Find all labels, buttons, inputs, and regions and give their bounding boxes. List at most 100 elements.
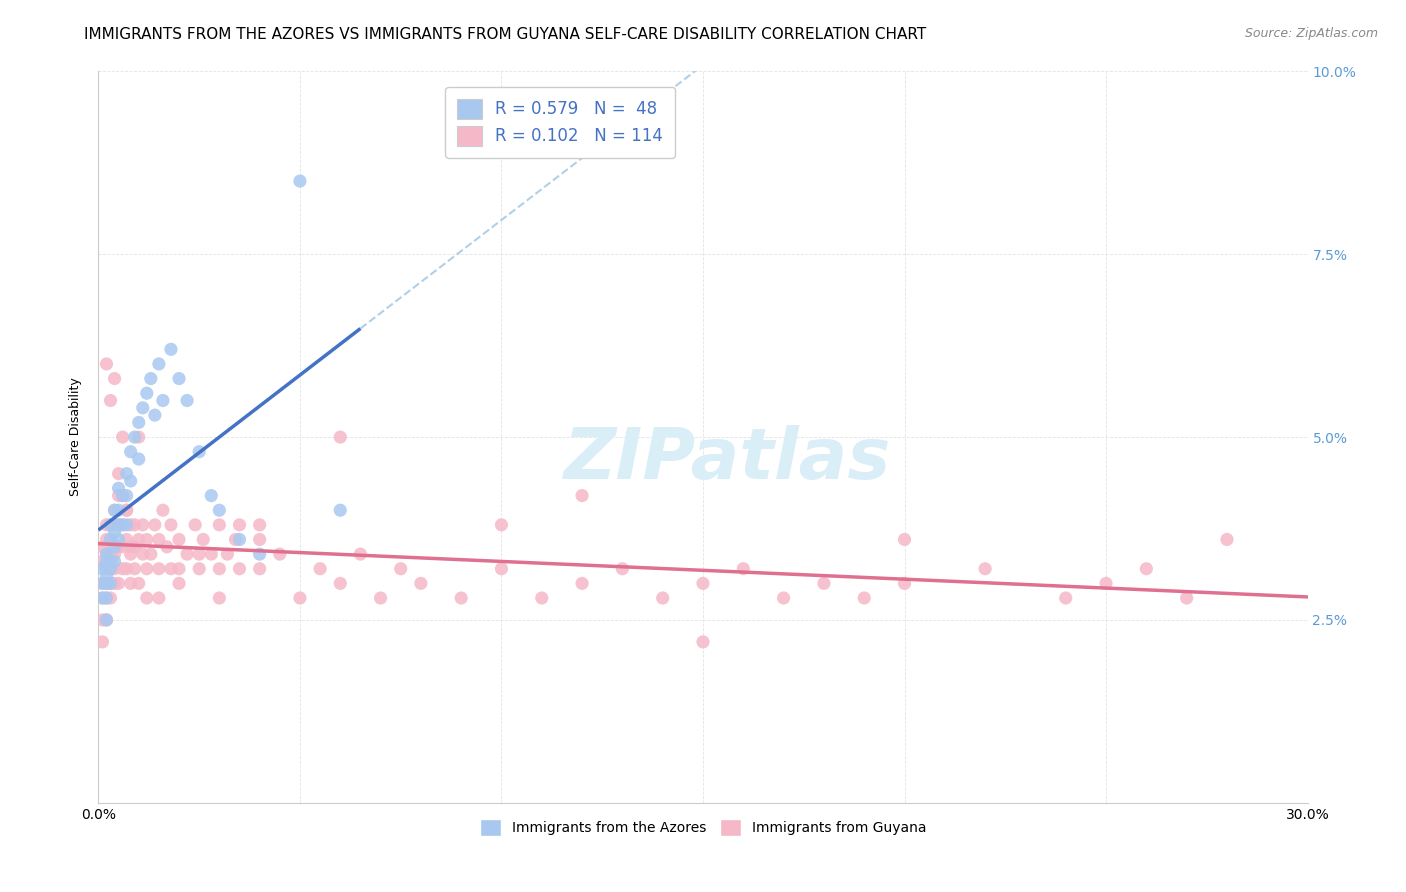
Point (249, 547, 271, 561)
Point (139, 547, 162, 561)
Point (96, 576, 118, 591)
Point (96, 554, 118, 568)
Point (128, 416, 150, 430)
Point (96, 357, 118, 371)
Point (188, 562, 211, 576)
Point (96, 613, 118, 627)
Legend: Immigrants from the Azores, Immigrants from Guyana: Immigrants from the Azores, Immigrants f… (468, 808, 938, 847)
Point (111, 489, 134, 503)
Point (111, 517, 134, 532)
Point (132, 401, 155, 415)
Point (91, 613, 114, 627)
Point (100, 576, 122, 591)
Point (228, 517, 250, 532)
Point (100, 576, 122, 591)
Point (200, 547, 222, 561)
Point (103, 554, 125, 568)
Point (120, 547, 142, 561)
Point (148, 562, 170, 576)
Point (208, 503, 231, 517)
Point (115, 562, 138, 576)
Point (103, 562, 125, 576)
Point (349, 547, 371, 561)
Point (128, 576, 150, 591)
Point (200, 489, 222, 503)
Point (96, 547, 118, 561)
Point (100, 533, 122, 547)
Point (571, 576, 593, 591)
Point (1095, 576, 1118, 591)
Point (103, 517, 125, 532)
Point (193, 533, 215, 547)
Point (309, 562, 332, 576)
Point (107, 517, 129, 532)
Point (974, 562, 997, 576)
Point (152, 503, 174, 517)
Point (228, 533, 250, 547)
Point (893, 576, 915, 591)
Point (135, 533, 157, 547)
Point (329, 576, 352, 591)
Point (91, 576, 114, 591)
Point (115, 533, 138, 547)
Point (450, 591, 472, 605)
Point (148, 591, 170, 605)
Point (772, 591, 794, 605)
Point (96, 533, 118, 547)
Point (167, 562, 190, 576)
Point (103, 547, 125, 561)
Point (96, 613, 118, 627)
Point (111, 540, 134, 554)
Point (143, 517, 166, 532)
Point (893, 533, 915, 547)
Point (100, 517, 122, 532)
Point (96, 591, 118, 605)
Text: Source: ZipAtlas.com: Source: ZipAtlas.com (1244, 27, 1378, 40)
Point (249, 562, 271, 576)
Point (651, 591, 673, 605)
Point (107, 540, 129, 554)
Point (188, 547, 211, 561)
Point (491, 517, 513, 532)
Point (135, 591, 157, 605)
Point (111, 517, 134, 532)
Point (329, 503, 352, 517)
Point (132, 547, 155, 561)
Point (491, 562, 513, 576)
Point (103, 576, 125, 591)
Point (103, 371, 125, 385)
Point (96, 569, 118, 583)
Point (111, 489, 134, 503)
Point (91, 635, 114, 649)
Point (176, 547, 198, 561)
Point (100, 554, 122, 568)
Point (124, 517, 146, 532)
Point (152, 393, 174, 408)
Point (103, 503, 125, 517)
Point (91, 562, 114, 576)
Point (143, 408, 166, 422)
Point (208, 517, 231, 532)
Point (692, 576, 714, 591)
Point (167, 533, 190, 547)
Point (132, 517, 155, 532)
Point (91, 591, 114, 605)
Point (103, 525, 125, 540)
Point (91, 591, 114, 605)
Point (128, 533, 150, 547)
Point (103, 503, 125, 517)
Point (103, 540, 125, 554)
Point (160, 343, 183, 357)
Point (156, 540, 179, 554)
Point (91, 540, 114, 554)
Point (176, 393, 198, 408)
Point (853, 591, 876, 605)
Point (208, 591, 231, 605)
Point (188, 444, 211, 458)
Point (100, 562, 122, 576)
Point (249, 533, 271, 547)
Point (115, 489, 138, 503)
Point (107, 481, 129, 495)
Point (1135, 562, 1157, 576)
Y-axis label: Self-Care Disability: Self-Care Disability (69, 377, 83, 497)
